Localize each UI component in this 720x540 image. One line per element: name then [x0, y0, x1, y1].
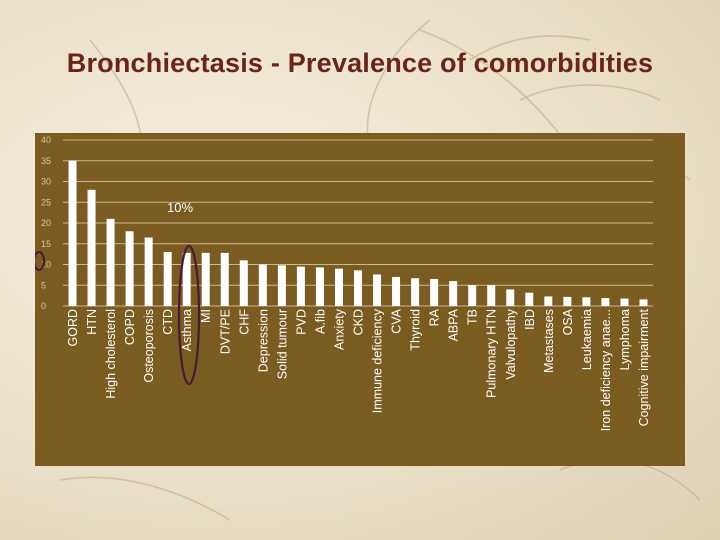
bar-htn: [87, 189, 96, 306]
category-label: Solid tumour: [275, 309, 289, 379]
annotation-label: 10%: [167, 200, 193, 215]
category-label: CVA: [390, 308, 404, 333]
annotations: 10%: [35, 200, 201, 386]
bar-chf: [239, 260, 248, 306]
bar-osa: [563, 296, 572, 306]
category-label: CHF: [237, 309, 251, 335]
bar-cva: [392, 276, 401, 306]
highlight-ellipse-small: [35, 251, 45, 271]
bar-ckd: [354, 270, 362, 306]
y-tick-label: 5: [41, 280, 46, 290]
bar-lymphoma: [620, 298, 629, 306]
bar-ra: [430, 279, 439, 306]
category-label: COPD: [123, 309, 137, 345]
bar-asthma: [182, 252, 191, 306]
highlight-ellipse: [177, 244, 201, 386]
bar-gord: [68, 160, 77, 306]
bar-valvulopathy: [506, 289, 515, 306]
category-label: High cholesterol: [104, 309, 118, 399]
category-label: Lymphoma: [618, 309, 632, 370]
slide-title: Bronchiectasis - Prevalence of comorbidi…: [66, 48, 654, 78]
bar-leukaemia: [582, 297, 591, 306]
category-label: CKD: [352, 309, 366, 335]
y-tick-label: 15: [41, 239, 51, 249]
bar-anxiety: [334, 268, 343, 306]
bar-cognitive-impairment: [639, 299, 648, 306]
category-label: Cognitive impairment: [637, 308, 651, 426]
bar-high-cholesterol: [106, 218, 115, 306]
bar-mi: [201, 252, 210, 306]
category-label: DVT/PE: [218, 309, 232, 354]
category-label: HTN: [85, 309, 99, 335]
category-label: CTD: [161, 309, 175, 335]
bar-chart: 0 5 10 15 20 25 30 35 40 GORD HTN High cholesterol…: [35, 135, 653, 431]
bar-thyroid: [411, 278, 420, 306]
category-label: Valvulopathy: [504, 308, 518, 379]
category-label: Depression: [256, 309, 270, 372]
category-label: IBD: [523, 309, 537, 330]
bar-pulmonary-htn: [487, 285, 496, 306]
bar-dvt-pe: [220, 252, 229, 306]
category-label: Leukaemia: [580, 309, 594, 370]
bar-solid-tumour: [277, 265, 286, 306]
category-label: Asthma: [180, 309, 194, 351]
y-tick-label: 35: [41, 156, 51, 166]
bar-osteoporosis: [144, 237, 153, 306]
category-label: Immune deficiency: [371, 308, 385, 413]
category-label: Thyroid: [409, 309, 423, 351]
category-label: Iron deficiency anae...: [599, 309, 613, 431]
category-label: OSA: [561, 308, 575, 335]
bar-tb: [468, 285, 477, 306]
bars: [68, 160, 648, 306]
y-tick-label: 30: [41, 177, 51, 187]
category-labels: GORD HTN High cholesterol COPD Osteoporosis C…: [66, 308, 651, 431]
y-axis-ticks: 0 5 10 15 20 25 30 35 40: [41, 135, 51, 311]
bar-iron-deficiency-anae-: [601, 298, 610, 306]
category-label: Metastases: [542, 309, 556, 373]
bar-ibd: [525, 292, 534, 306]
category-label: RA: [428, 308, 442, 326]
bar-pvd: [296, 266, 305, 306]
category-label: A.fib: [313, 309, 327, 334]
bar-depression: [258, 264, 267, 306]
category-label: MI: [199, 309, 213, 323]
y-tick-label: 20: [41, 218, 51, 228]
bar-a-fib: [315, 267, 324, 306]
category-label: GORD: [66, 309, 80, 347]
category-label: PVD: [294, 309, 308, 335]
category-label: ABPA: [447, 308, 461, 341]
category-label: TB: [466, 309, 480, 325]
y-tick-label: 25: [41, 197, 51, 207]
y-tick-label: 10: [41, 260, 51, 270]
category-label: Osteoporosis: [142, 309, 156, 383]
category-label: Pulmonary HTN: [485, 309, 499, 398]
bar-metastases: [544, 296, 553, 306]
y-tick-label: 0: [41, 301, 46, 311]
category-label: Anxiety: [332, 308, 346, 350]
bar-ctd: [163, 252, 172, 306]
y-tick-label: 40: [41, 135, 51, 145]
bar-immune-deficiency: [373, 274, 382, 306]
bar-copd: [125, 231, 134, 306]
bar-abpa: [449, 281, 458, 306]
